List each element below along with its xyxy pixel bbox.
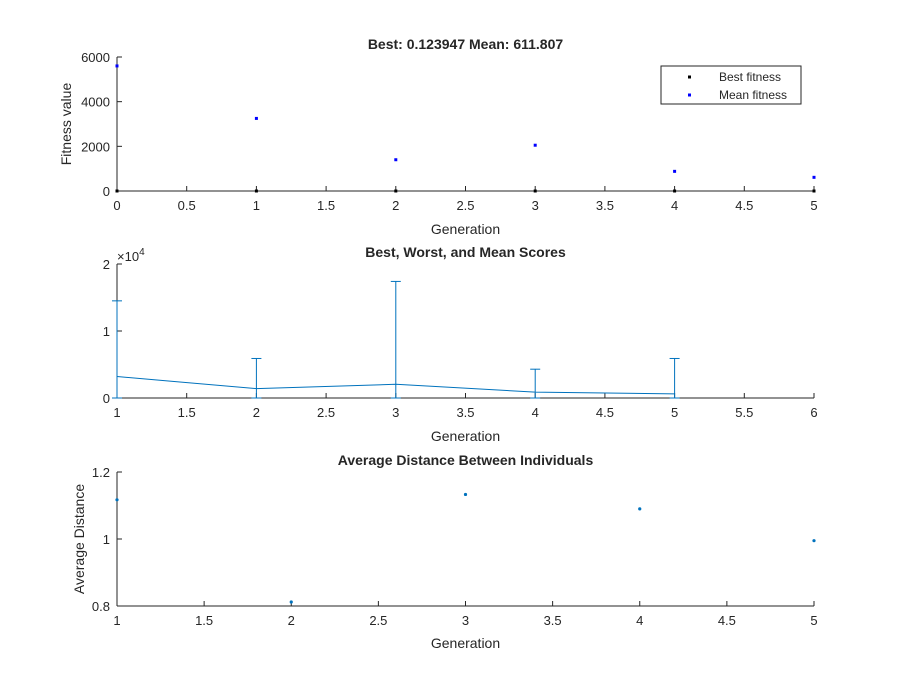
chart2-x-tick-label: 2 <box>253 405 260 420</box>
chart1-x-tick-label: 5 <box>810 198 817 213</box>
chart1-x-tick-label: 4 <box>671 198 678 213</box>
chart-marks: 0 0.5 1 1.5 2 2.5 3 3.5 4 4.5 5 0 2000 4000 6000 Best f… <box>81 50 818 628</box>
chart1-x-tick-label: 3 <box>532 198 539 213</box>
chart1-legend-marker <box>688 75 691 79</box>
chart1-xlabel: Generation <box>431 221 500 237</box>
chart3-title: Average Distance Between Individuals <box>338 452 594 468</box>
chart3-x-tick-label: 3.5 <box>544 613 562 628</box>
chart3-x-tick-label: 1.5 <box>195 613 213 628</box>
chart3-y-tick-label: 0.8 <box>92 599 110 614</box>
chart1-point-best <box>812 189 816 193</box>
chart1-point-mean <box>812 175 816 179</box>
chart3-ylabel: Average Distance <box>71 484 87 594</box>
chart3-x-tick-label: 4.5 <box>718 613 736 628</box>
chart2-y-tick-label: 2 <box>103 257 110 272</box>
chart3-point <box>115 498 119 502</box>
chart1-x-tick-label: 2.5 <box>456 198 474 213</box>
chart1-x-tick-label: 1.5 <box>317 198 335 213</box>
chart2-x-tick-label: 6 <box>810 405 817 420</box>
chart3-xlabel: Generation <box>431 635 500 651</box>
chart1-x-tick-label: 3.5 <box>596 198 614 213</box>
chart1-point-best <box>115 189 119 193</box>
chart1-point-mean <box>673 169 677 173</box>
chart2-x-tick-label: 4 <box>532 405 539 420</box>
chart2-x-tick-label: 1.5 <box>178 405 196 420</box>
chart1-legend-label: Mean fitness <box>719 88 787 102</box>
chart3-x-tick-label: 4 <box>636 613 643 628</box>
chart2-y-tick-label: 1 <box>103 324 110 339</box>
chart1-y-tick-label: 0 <box>103 184 110 199</box>
chart1-x-tick-label: 2 <box>392 198 399 213</box>
chart3-x-tick-label: 2 <box>288 613 295 628</box>
chart1-legend-marker <box>688 93 691 97</box>
chart2-y-exponent: ×104 <box>117 247 145 264</box>
chart1-point-best <box>254 189 258 193</box>
chart3-x-tick-label: 2.5 <box>369 613 387 628</box>
chart1-y-tick-label: 6000 <box>81 50 110 65</box>
chart2-x-tick-label: 3 <box>392 405 399 420</box>
chart2-y-exponent-base: ×10 <box>117 249 139 264</box>
chart2-x-tick-label: 5.5 <box>735 405 753 420</box>
chart2-xlabel: Generation <box>431 428 500 444</box>
chart2-x-tick-label: 4.5 <box>596 405 614 420</box>
chart1-x-tick-label: 4.5 <box>735 198 753 213</box>
chart1-x-tick-label: 0 <box>113 198 120 213</box>
chart1-legend <box>660 65 802 105</box>
chart2-title: Best, Worst, and Mean Scores <box>365 244 566 260</box>
chart3-x-tick-label: 1 <box>113 613 120 628</box>
chart3-x-tick-label: 3 <box>462 613 469 628</box>
chart2-y-exponent-power: 4 <box>139 247 145 258</box>
chart1-y-tick-label: 2000 <box>81 139 110 154</box>
chart2-x-tick-label: 5 <box>671 405 678 420</box>
chart1-point-best <box>533 189 537 193</box>
chart3-y-tick-label: 1.2 <box>92 465 110 480</box>
chart1-x-tick-label: 1 <box>253 198 260 213</box>
chart3-x-tick-label: 5 <box>810 613 817 628</box>
chart3-point <box>638 507 642 511</box>
chart1-ylabel: Fitness value <box>58 83 74 166</box>
chart1-point-mean <box>254 116 258 120</box>
chart2-x-tick-label: 1 <box>113 405 120 420</box>
chart1-title: Best: 0.123947 Mean: 611.807 <box>368 36 564 52</box>
chart1-y-tick-label: 4000 <box>81 95 110 110</box>
chart2-x-tick-label: 2.5 <box>317 405 335 420</box>
chart2-x-tick-label: 3.5 <box>456 405 474 420</box>
chart3-point <box>463 492 468 497</box>
chart3-y-tick-label: 1 <box>103 532 110 547</box>
chart1-point-best <box>394 189 398 193</box>
chart2-y-tick-label: 0 <box>103 391 110 406</box>
chart1-x-tick-label: 0.5 <box>178 198 196 213</box>
chart1-point-mean <box>533 143 537 147</box>
chart1-point-mean <box>394 158 398 162</box>
chart1-point-best <box>673 189 677 193</box>
chart3-point <box>289 600 293 604</box>
chart1-legend-label: Best fitness <box>719 70 781 84</box>
chart3-point <box>812 539 816 543</box>
chart1-point-mean <box>115 64 119 68</box>
